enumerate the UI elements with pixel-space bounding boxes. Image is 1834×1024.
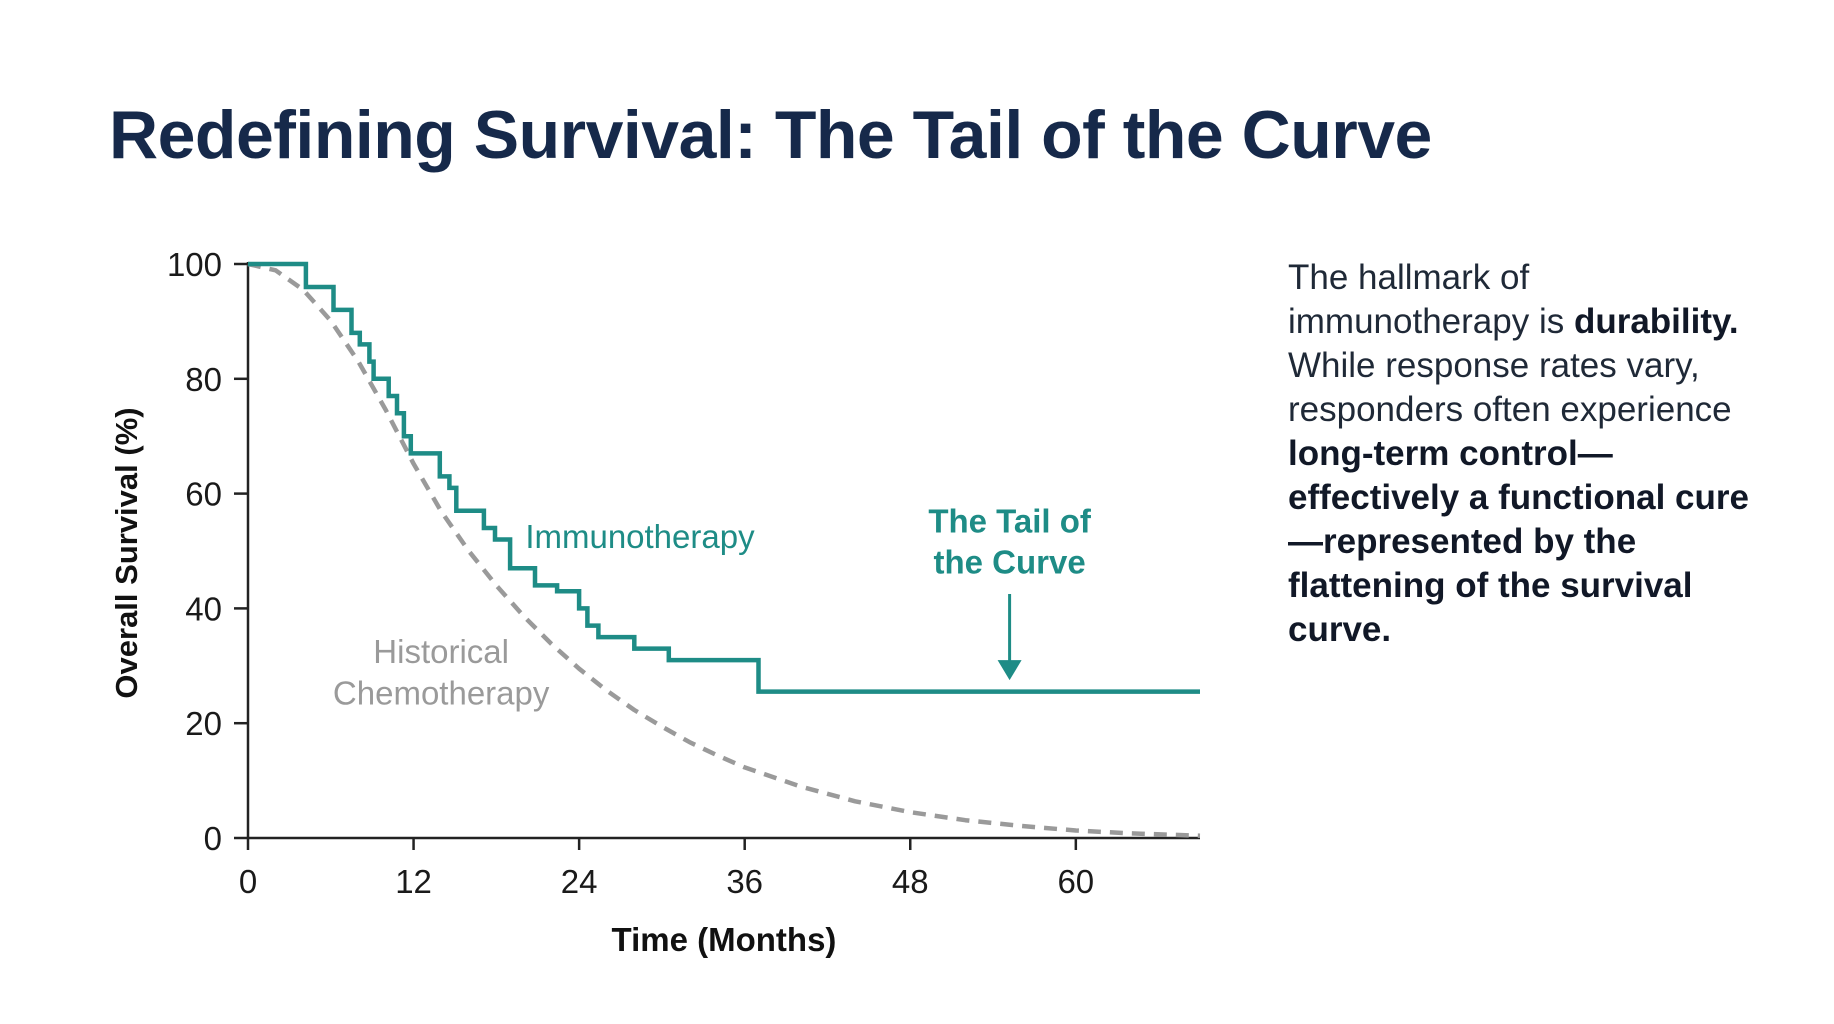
- page-title: Redefining Survival: The Tail of the Cur…: [109, 97, 1432, 173]
- y-axis-label: Overall Survival (%): [109, 407, 144, 698]
- annotation-historical: Historical: [373, 633, 509, 670]
- x-tick-label: 0: [239, 863, 257, 900]
- series-line-immunotherapy: [248, 261, 1200, 694]
- x-axis-label: Time (Months): [612, 921, 837, 958]
- x-tick-label: 48: [892, 863, 929, 900]
- annotation-tail-line2: the Curve: [933, 543, 1085, 580]
- x-tick-label: 24: [561, 863, 598, 900]
- series-group: [247, 261, 1201, 838]
- y-tick-label: 40: [185, 590, 222, 627]
- x-tick-label: 36: [726, 863, 763, 900]
- description-text: The hallmark of immunotherapy is durabil…: [1288, 256, 1758, 652]
- x-tick-label: 60: [1057, 863, 1094, 900]
- y-tick-label: 0: [204, 820, 222, 857]
- y-tick-label: 100: [167, 246, 222, 283]
- y-tick-label: 20: [185, 705, 222, 742]
- annotation-chemotherapy: Chemotherapy: [333, 674, 550, 711]
- chart-axes: [246, 262, 1200, 840]
- series-line-historical-chemotherapy: [247, 261, 1201, 838]
- tick-group: 0 20 40 60 80 100 0 12 24 36 48 60: [167, 246, 1094, 900]
- description-bold-2: long-term control—effectively a function…: [1288, 434, 1749, 649]
- y-tick-label: 60: [185, 476, 222, 513]
- x-tick-label: 12: [395, 863, 432, 900]
- y-tick-label: 80: [185, 361, 222, 398]
- annotation-tail-line1: The Tail of: [928, 503, 1092, 540]
- description-part-2: While response rates vary, responders of…: [1288, 346, 1732, 429]
- annotation-immunotherapy: Immunotherapy: [525, 518, 755, 555]
- down-arrow-icon: [997, 594, 1022, 681]
- description-part-1: The hallmark of immunotherapy is: [1288, 258, 1574, 341]
- description-bold-1: durability.: [1573, 302, 1739, 341]
